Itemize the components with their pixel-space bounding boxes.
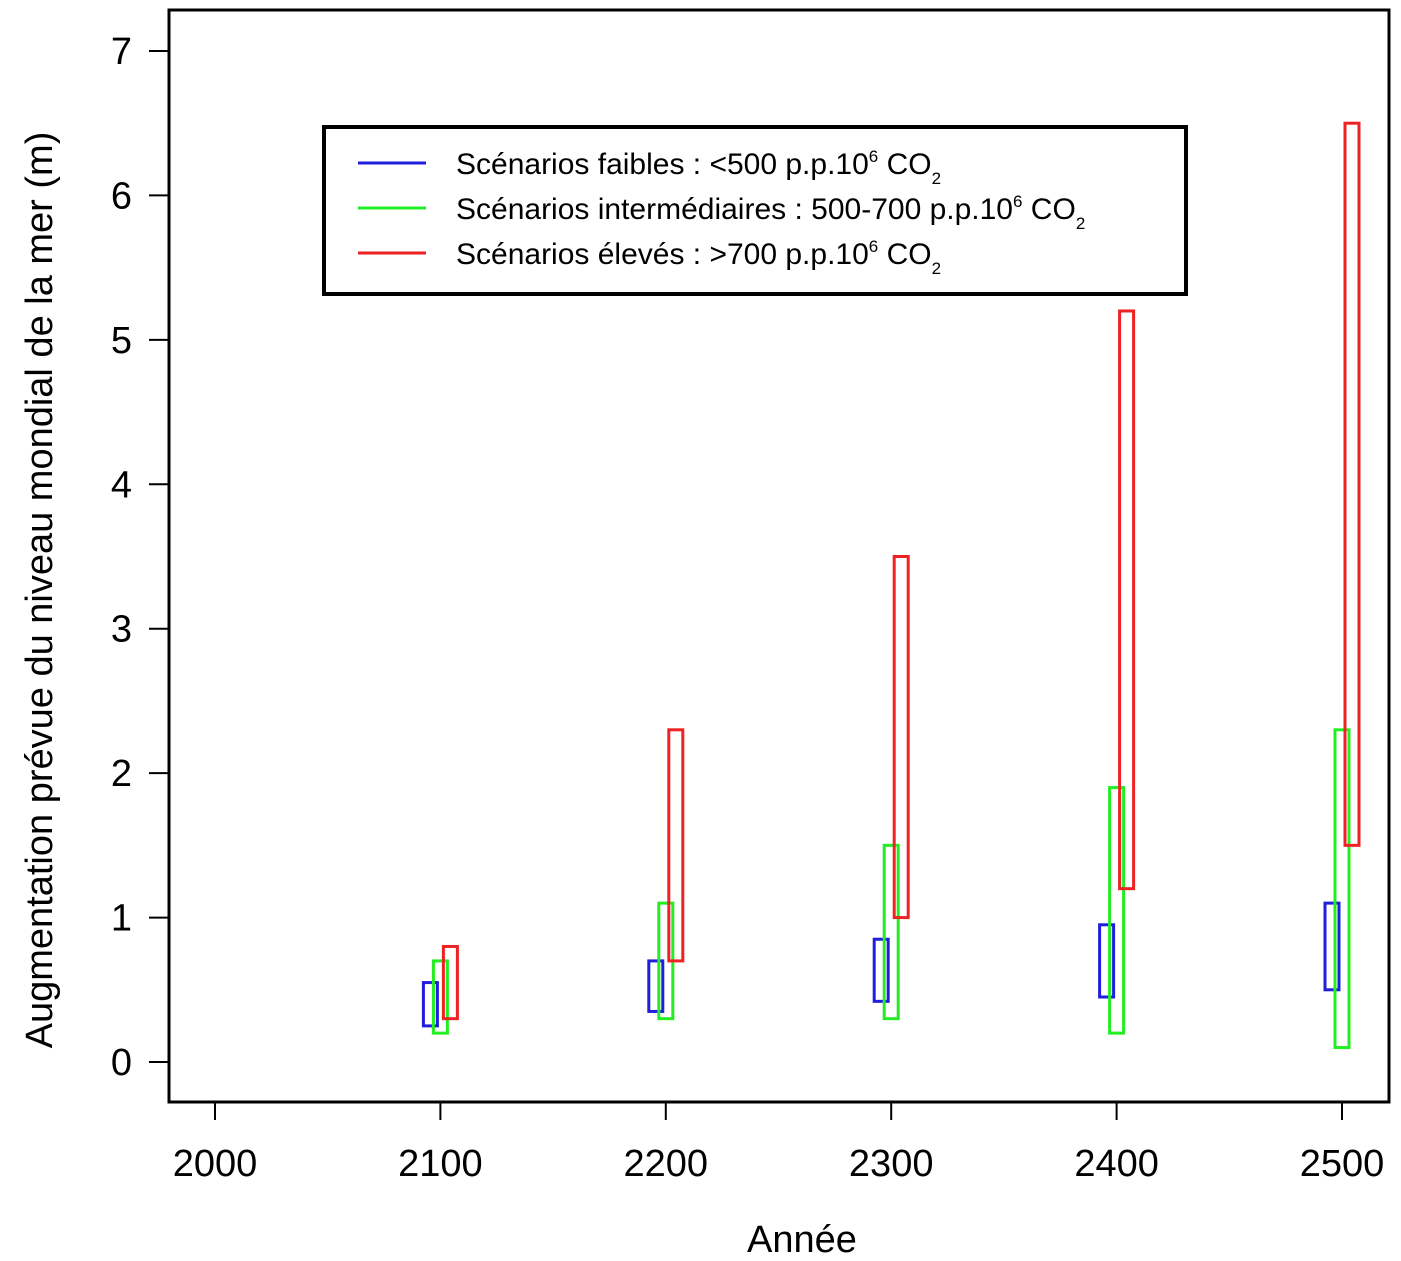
y-axis: 0 1 2 3 4 5 6 7: [111, 31, 170, 1084]
range-bar-faibles-2200: [647, 959, 665, 1013]
legend-label-subscript: 2: [1076, 214, 1085, 233]
range-bar-eleves-2300: [892, 555, 910, 920]
range-bar-intermediaires-2100: [431, 959, 449, 1035]
x-tick-label: 2400: [1074, 1143, 1159, 1185]
x-tick-label: 2100: [398, 1143, 483, 1185]
legend-label-text: Scénarios élevés : >700 p.p.10: [456, 238, 869, 271]
y-tick-label: 6: [111, 175, 132, 217]
y-tick-label: 0: [111, 1042, 132, 1084]
x-tick-label: 2000: [173, 1143, 258, 1185]
range-bar-faibles-2400: [1098, 923, 1116, 999]
legend-label-text: CO: [1022, 193, 1075, 226]
range-bar-eleves-2400: [1118, 309, 1136, 891]
legend-label-subscript: 2: [932, 259, 941, 278]
legend-label-faibles: Scénarios faibles : <500 p.p.106 CO2: [456, 147, 941, 188]
range-bar-intermediaires-2400: [1108, 786, 1126, 1035]
legend-label-text: CO: [878, 148, 931, 181]
y-axis-title: Augmentation prévue du niveau mondial de…: [19, 132, 61, 1049]
range-bar-eleves-2100: [441, 944, 459, 1021]
x-axis: 2000 2100 2200 2300 2400 2500: [173, 1101, 1385, 1185]
legend-label-intermediaires: Scénarios intermédiaires : 500-700 p.p.1…: [456, 192, 1085, 233]
range-bar-faibles-2100: [421, 981, 439, 1028]
legend-label-text: Scénarios faibles : <500 p.p.10: [456, 148, 869, 181]
range-bar-faibles-2500: [1323, 901, 1341, 992]
y-tick-label: 4: [111, 464, 132, 506]
legend-label-subscript: 2: [932, 169, 941, 188]
legend-label-superscript: 6: [1013, 192, 1022, 211]
x-tick-label: 2300: [849, 1143, 934, 1185]
range-bar-intermediaires-2500: [1333, 728, 1351, 1050]
y-tick-label: 5: [111, 320, 132, 362]
legend-label-superscript: 6: [869, 147, 878, 166]
x-tick-label: 2500: [1300, 1143, 1385, 1185]
legend: Scénarios faibles : <500 p.p.106 CO2Scén…: [322, 125, 1188, 296]
legend-label-text: Scénarios intermédiaires : 500-700 p.p.1…: [456, 193, 1013, 226]
x-axis-title: Année: [747, 1219, 857, 1261]
legend-label-text: CO: [878, 238, 931, 271]
range-bar-eleves-2200: [667, 728, 685, 963]
range-bars: [421, 121, 1361, 1050]
range-bar-eleves-2500: [1343, 121, 1361, 847]
y-tick-label: 2: [111, 753, 132, 795]
legend-label-superscript: 6: [869, 237, 878, 256]
legend-label-eleves: Scénarios élevés : >700 p.p.106 CO2: [456, 237, 941, 278]
range-bar-intermediaires-2300: [882, 843, 900, 1021]
legend-box: [322, 125, 1188, 296]
y-tick-label: 7: [111, 31, 132, 73]
y-tick-label: 1: [111, 898, 132, 940]
x-tick-label: 2200: [624, 1143, 709, 1185]
range-bar-faibles-2300: [872, 937, 890, 1003]
y-tick-label: 3: [111, 609, 132, 651]
